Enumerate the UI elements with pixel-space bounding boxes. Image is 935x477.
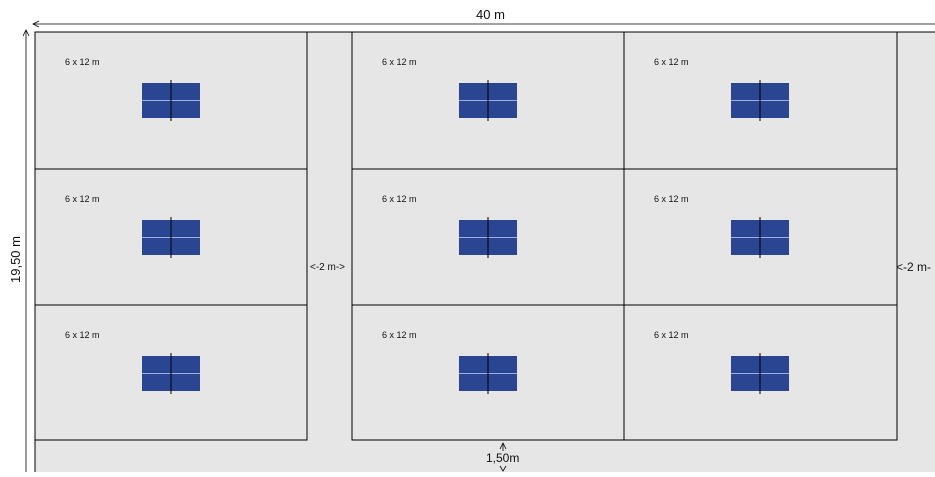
bottom-gap-label: 1,50m: [486, 451, 520, 465]
courts-layer: [34, 31, 898, 441]
court: [351, 304, 625, 441]
court: [351, 31, 625, 170]
bottom-gap-arrow-down: [499, 465, 507, 472]
court-size-label: 6 x 12 m: [382, 194, 417, 204]
court-size-label: 6 x 12 m: [382, 57, 417, 67]
overall-height-label: 19,50 m: [8, 236, 23, 283]
aisle-gap-label: <-2 m->: [310, 262, 346, 273]
court: [34, 168, 308, 306]
width-arrow-head: [32, 20, 40, 28]
court: [623, 168, 898, 306]
overall-width-label: 40 m: [476, 7, 505, 22]
court-size-label: 6 x 12 m: [65, 194, 100, 204]
court-size-label: 6 x 12 m: [65, 330, 100, 340]
court: [623, 31, 898, 170]
height-arrow-head: [22, 29, 30, 37]
court: [351, 168, 625, 306]
court: [34, 304, 308, 441]
court-size-label: 6 x 12 m: [382, 330, 417, 340]
court-size-label: 6 x 12 m: [654, 194, 689, 204]
court-size-label: 6 x 12 m: [654, 330, 689, 340]
court: [34, 31, 308, 170]
edge-gap-label: <-2 m-: [896, 260, 932, 274]
court: [623, 304, 898, 441]
court-size-label: 6 x 12 m: [654, 57, 689, 67]
court-size-label: 6 x 12 m: [65, 57, 100, 67]
